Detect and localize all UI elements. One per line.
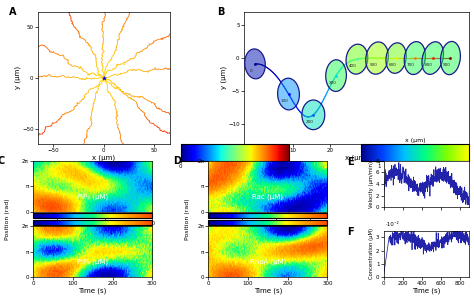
Text: D: D [173,156,181,166]
Y-axis label: y (μm): y (μm) [220,66,227,89]
Ellipse shape [278,78,300,110]
Y-axis label: Concentration (μM): Concentration (μM) [370,228,374,280]
X-axis label: Time (s): Time (s) [412,288,441,294]
Ellipse shape [422,42,444,74]
Text: RhoA (μM): RhoA (μM) [250,259,286,265]
Text: Position (rad): Position (rad) [5,198,9,240]
Text: A: A [9,7,16,17]
Ellipse shape [404,42,426,74]
Text: PiP₃ (μM): PiP₃ (μM) [77,259,108,265]
Text: 700: 700 [407,63,415,67]
Text: 300: 300 [328,80,336,85]
Ellipse shape [302,100,325,130]
X-axis label: Time (s): Time (s) [222,170,247,175]
Ellipse shape [346,44,368,74]
Text: ·10⁻²: ·10⁻² [385,222,399,227]
Text: E: E [347,157,354,167]
X-axis label: PiP₃ (μM): PiP₃ (μM) [401,170,428,175]
Y-axis label: Velocity (μm/min): Velocity (μm/min) [370,161,374,208]
Text: 600: 600 [388,63,396,67]
X-axis label: Time (s): Time (s) [254,288,282,294]
X-axis label: Time (s): Time (s) [79,288,107,294]
Text: B: B [217,7,224,17]
Text: Position (rad): Position (rad) [184,198,190,240]
Ellipse shape [366,42,388,74]
Text: 900: 900 [443,63,451,67]
Text: 100: 100 [281,99,289,103]
Text: 400: 400 [349,64,357,68]
Text: Rac (μM): Rac (μM) [252,193,283,200]
Text: 200: 200 [306,120,313,124]
Ellipse shape [386,43,406,73]
Text: 0: 0 [250,69,253,73]
Text: 500: 500 [369,63,377,67]
Text: C: C [0,156,5,166]
Text: PiP₂ (μM): PiP₂ (μM) [77,193,109,200]
Text: F: F [347,227,354,237]
Title: x (μm): x (μm) [405,138,425,143]
Text: 800: 800 [425,63,433,67]
Ellipse shape [326,60,346,91]
X-axis label: x (μm): x (μm) [345,154,368,161]
Ellipse shape [245,49,265,79]
X-axis label: x (μm): x (μm) [92,154,115,161]
Ellipse shape [440,41,460,75]
Y-axis label: y (μm): y (μm) [14,66,20,89]
